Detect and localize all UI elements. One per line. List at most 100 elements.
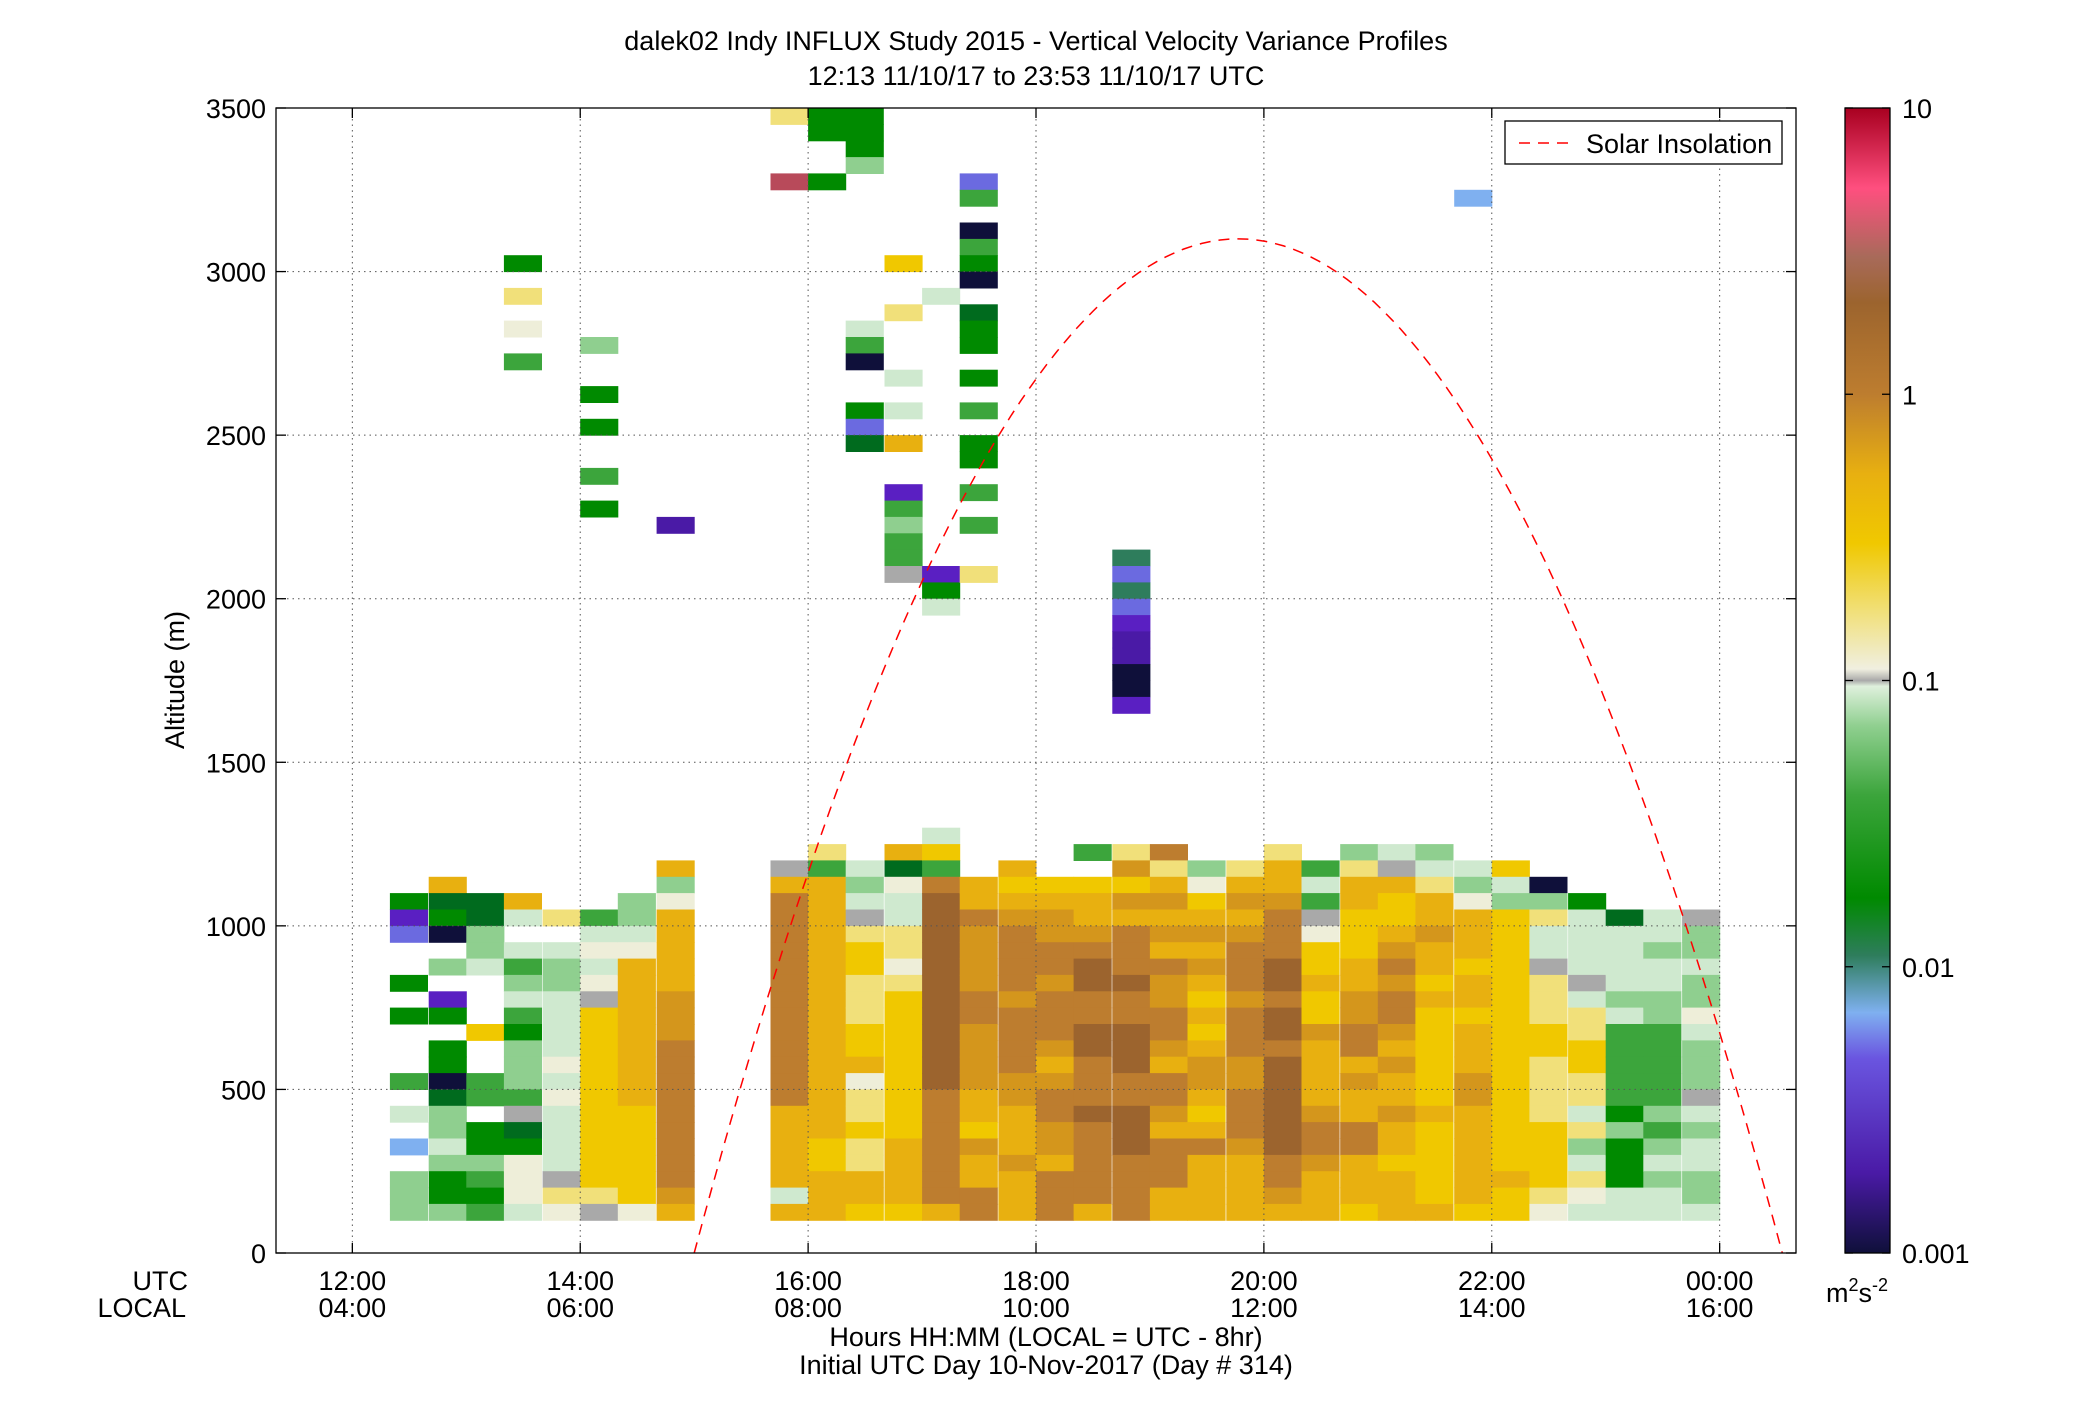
variance-cell	[1226, 925, 1265, 943]
variance-cell	[1187, 925, 1226, 943]
variance-cell	[998, 958, 1037, 976]
variance-cell	[1491, 1203, 1530, 1221]
x-tick-label-utc: 16:00	[774, 1266, 842, 1296]
variance-cell	[922, 1007, 961, 1025]
variance-cell	[1226, 1024, 1265, 1041]
variance-cell	[1226, 1007, 1265, 1025]
y-tick-label: 1500	[206, 748, 266, 778]
variance-cell	[845, 1007, 884, 1025]
variance-cell	[1377, 1024, 1416, 1041]
variance-cell	[542, 1024, 581, 1041]
variance-cell	[1568, 1138, 1607, 1156]
variance-cell	[617, 1138, 656, 1156]
y-axis-label: Altitude (m)	[160, 611, 190, 749]
variance-cell	[1073, 925, 1112, 943]
variance-cell	[1263, 893, 1302, 910]
variance-cell	[503, 1154, 542, 1172]
variance-cell	[998, 1187, 1037, 1205]
variance-cell	[959, 1056, 998, 1074]
x-axis-label: Hours HH:MM (LOCAL = UTC - 8hr)	[829, 1322, 1262, 1352]
variance-cell	[1454, 1122, 1493, 1139]
variance-cell	[1454, 189, 1493, 207]
variance-cell	[1036, 1154, 1075, 1172]
variance-cell	[998, 909, 1037, 927]
variance-cell	[845, 958, 884, 976]
variance-cell	[466, 1073, 505, 1090]
variance-cell	[1643, 925, 1682, 943]
variance-cell	[503, 255, 542, 273]
x-tick-label-local: 04:00	[319, 1293, 387, 1323]
variance-cell	[617, 1122, 656, 1139]
variance-cell	[1340, 1105, 1379, 1123]
variance-cell	[389, 1007, 428, 1025]
variance-cell	[845, 124, 884, 142]
variance-cell	[466, 925, 505, 943]
variance-cell	[1491, 1073, 1530, 1090]
variance-cell	[1226, 1187, 1265, 1205]
variance-cell	[428, 1138, 467, 1156]
variance-cell	[922, 1154, 961, 1172]
variance-cell	[770, 1154, 809, 1172]
variance-cell	[503, 1187, 542, 1205]
variance-cell	[1340, 1154, 1379, 1172]
variance-cell	[1226, 974, 1265, 992]
variance-cell	[998, 925, 1037, 943]
variance-cell	[1605, 958, 1644, 976]
variance-cell	[1682, 1154, 1721, 1172]
variance-cell	[884, 1040, 923, 1058]
variance-cell	[922, 844, 961, 861]
variance-cell	[656, 958, 695, 976]
variance-cell	[1568, 1040, 1607, 1058]
variance-cell	[656, 516, 695, 534]
variance-cell	[770, 860, 809, 878]
variance-cell	[1415, 958, 1454, 976]
variance-cell	[1340, 893, 1379, 910]
solar-insolation-curve	[693, 238, 1784, 1254]
variance-cell	[1036, 1089, 1075, 1107]
variance-cell	[503, 893, 542, 910]
variance-cell	[1226, 1089, 1265, 1107]
variance-cell	[845, 1138, 884, 1156]
variance-cell	[845, 1171, 884, 1189]
variance-cell	[1491, 1040, 1530, 1058]
variance-cell	[1682, 991, 1721, 1009]
variance-cell	[1301, 1154, 1340, 1172]
variance-cell	[428, 1203, 467, 1221]
variance-cell	[1491, 909, 1530, 927]
variance-cell	[884, 533, 923, 551]
variance-cell	[503, 1040, 542, 1058]
variance-cell	[1036, 1056, 1075, 1074]
variance-cell	[1377, 909, 1416, 927]
variance-cell	[1568, 991, 1607, 1009]
variance-cell	[884, 942, 923, 960]
colorbar-tick-label: 0.001	[1902, 1239, 1970, 1269]
variance-cell	[1187, 1187, 1226, 1205]
variance-cell	[1491, 1154, 1530, 1172]
variance-cell	[770, 1040, 809, 1058]
variance-cell	[884, 925, 923, 943]
variance-cell	[1682, 942, 1721, 960]
variance-cell	[770, 974, 809, 992]
variance-cell	[1682, 1138, 1721, 1156]
y-tick-label: 2000	[206, 585, 266, 615]
variance-cell	[1377, 1089, 1416, 1107]
variance-cell	[428, 1007, 467, 1025]
variance-cell	[1377, 1154, 1416, 1172]
variance-cell	[1340, 1040, 1379, 1058]
variance-cell	[845, 860, 884, 878]
variance-cell	[922, 287, 961, 305]
variance-cell	[1491, 1122, 1530, 1139]
variance-cell	[1149, 1203, 1188, 1221]
variance-cell	[1340, 942, 1379, 960]
variance-cell	[1605, 1073, 1644, 1090]
variance-cell	[1605, 1187, 1644, 1205]
variance-cell	[1415, 860, 1454, 878]
variance-cell	[1036, 1171, 1075, 1189]
variance-cell	[1568, 974, 1607, 992]
variance-cell	[1682, 1073, 1721, 1090]
variance-cell	[770, 1187, 809, 1205]
variance-cell	[770, 1007, 809, 1025]
variance-cell	[466, 958, 505, 976]
variance-cell	[1073, 1024, 1112, 1041]
